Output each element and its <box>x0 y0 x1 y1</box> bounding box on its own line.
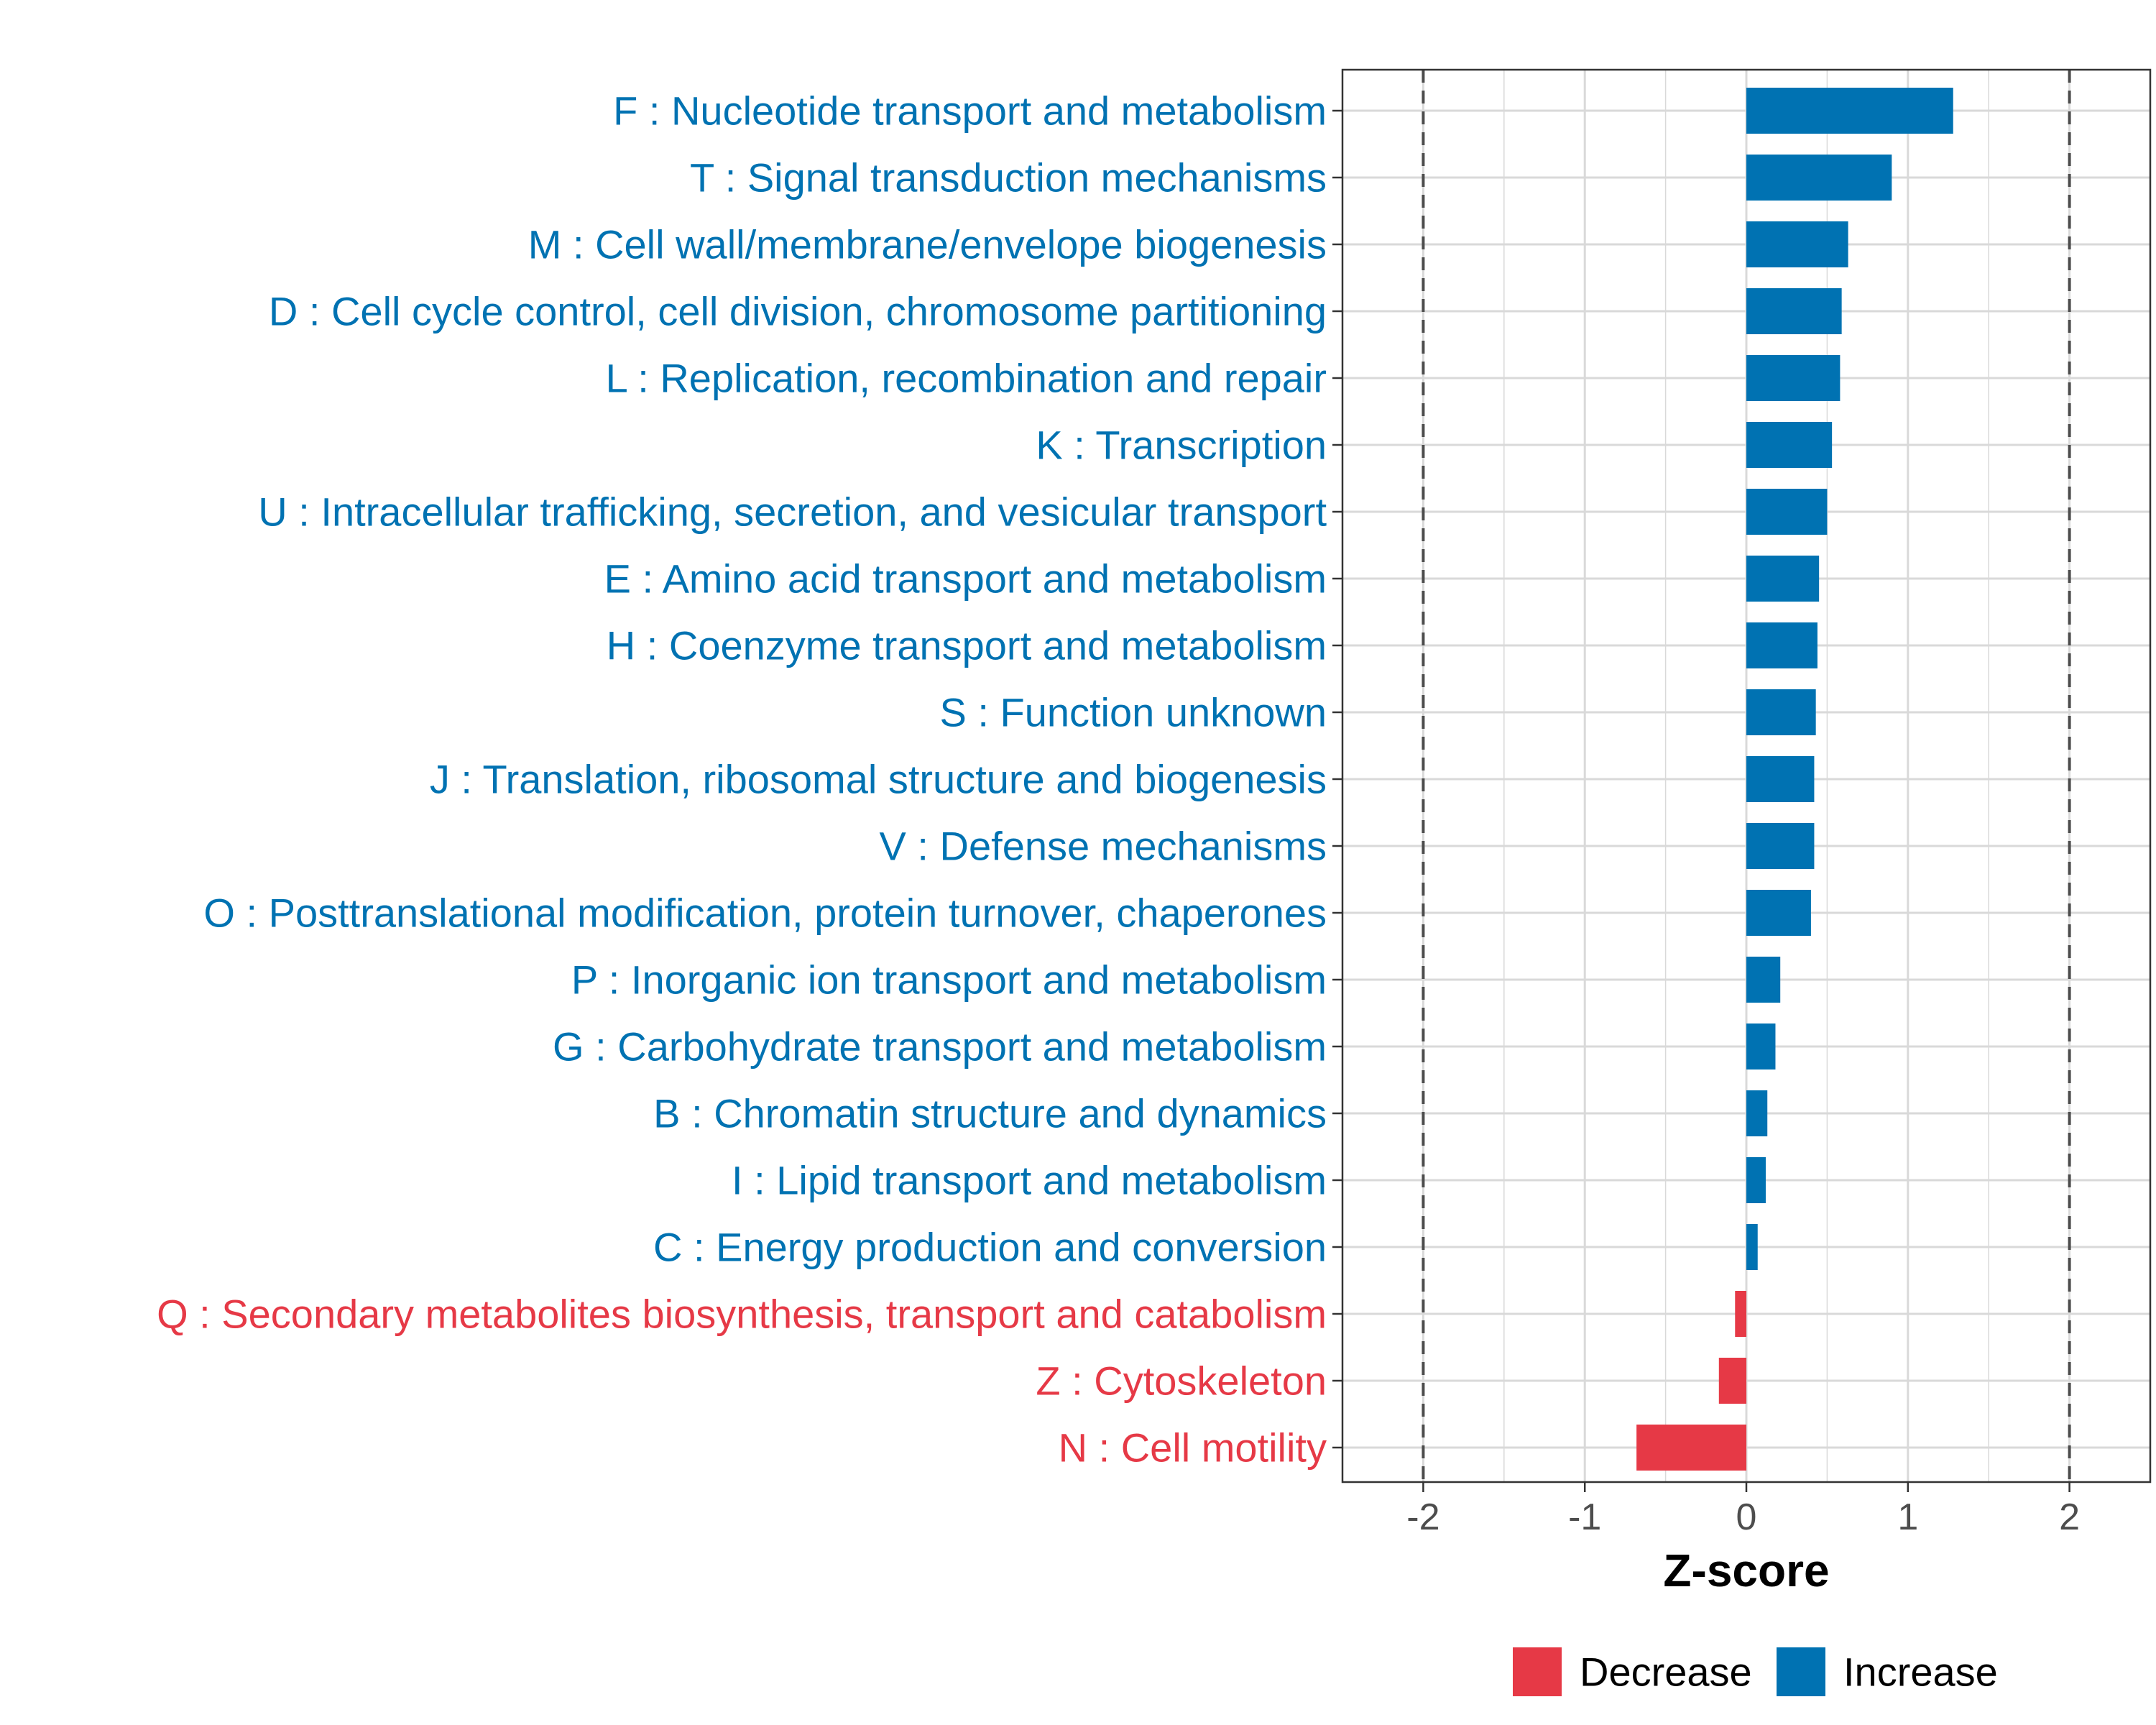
category-label: V : Defense mechanisms <box>880 824 1327 869</box>
bar-t <box>1746 155 1892 201</box>
category-label: B : Chromatin structure and dynamics <box>653 1091 1327 1136</box>
bar-q <box>1735 1291 1746 1337</box>
category-label: E : Amino acid transport and metabolism <box>604 556 1327 602</box>
bar-p <box>1746 957 1781 1003</box>
x-axis-ticks: -2 -1 0 1 2 <box>1406 1482 2080 1538</box>
bar-b <box>1746 1090 1768 1136</box>
legend-swatch-decrease <box>1513 1647 1562 1696</box>
legend-label-increase: Increase <box>1843 1650 1998 1695</box>
category-label: K : Transcription <box>1036 423 1327 468</box>
reference-lines <box>1422 70 2071 1482</box>
bar-v <box>1746 823 1815 869</box>
legend-label-decrease: Decrease <box>1580 1650 1752 1695</box>
x-axis-title: Z-score <box>1663 1545 1829 1596</box>
bar-s <box>1746 689 1816 735</box>
category-label: C : Energy production and conversion <box>653 1225 1327 1270</box>
category-label: U : Intracellular trafficking, secretion… <box>258 489 1327 535</box>
bar-f <box>1746 88 1953 134</box>
bar-j <box>1746 756 1815 802</box>
bar-e <box>1746 556 1820 602</box>
bar-g <box>1746 1024 1776 1070</box>
bar-l <box>1746 355 1841 401</box>
bar-h <box>1746 622 1818 668</box>
category-label: S : Function unknown <box>939 690 1327 735</box>
bars-layer <box>1636 88 1953 1471</box>
bar-m <box>1746 221 1848 267</box>
category-label: J : Translation, ribosomal structure and… <box>430 757 1327 802</box>
bar-o <box>1746 890 1811 936</box>
bar-i <box>1746 1157 1766 1203</box>
legend: Decrease Increase <box>1513 1647 1998 1696</box>
category-label: Q : Secondary metabolites biosynthesis, … <box>157 1292 1327 1337</box>
category-label: Z : Cytoskeleton <box>1036 1358 1327 1404</box>
category-label: G : Carbohydrate transport and metabolis… <box>553 1024 1327 1070</box>
category-label: F : Nucleotide transport and metabolism <box>613 88 1327 134</box>
category-label: L : Replication, recombination and repai… <box>606 356 1327 401</box>
legend-swatch-increase <box>1777 1647 1825 1696</box>
category-label: H : Coenzyme transport and metabolism <box>607 623 1327 668</box>
x-tick-label: 2 <box>2059 1496 2080 1538</box>
category-label: D : Cell cycle control, cell division, c… <box>269 289 1327 334</box>
category-label: M : Cell wall/membrane/envelope biogenes… <box>528 222 1327 267</box>
category-label: O : Posttranslational modification, prot… <box>203 891 1327 936</box>
x-tick-label: -1 <box>1568 1496 1601 1538</box>
bar-n <box>1636 1425 1746 1471</box>
category-label: N : Cell motility <box>1059 1425 1327 1471</box>
bar-z <box>1718 1358 1746 1404</box>
category-label: P : Inorganic ion transport and metaboli… <box>571 957 1327 1003</box>
bar-c <box>1746 1224 1758 1270</box>
y-axis-ticks: F : Nucleotide transport and metabolism T… <box>157 88 1342 1471</box>
category-label: I : Lipid transport and metabolism <box>732 1158 1327 1203</box>
bar-d <box>1746 288 1842 334</box>
bar-u <box>1746 489 1828 535</box>
x-tick-label: -2 <box>1406 1496 1439 1538</box>
x-tick-label: 1 <box>1897 1496 1918 1538</box>
bar-k <box>1746 422 1833 468</box>
x-tick-label: 0 <box>1736 1496 1757 1538</box>
category-label: T : Signal transduction mechanisms <box>690 155 1327 201</box>
